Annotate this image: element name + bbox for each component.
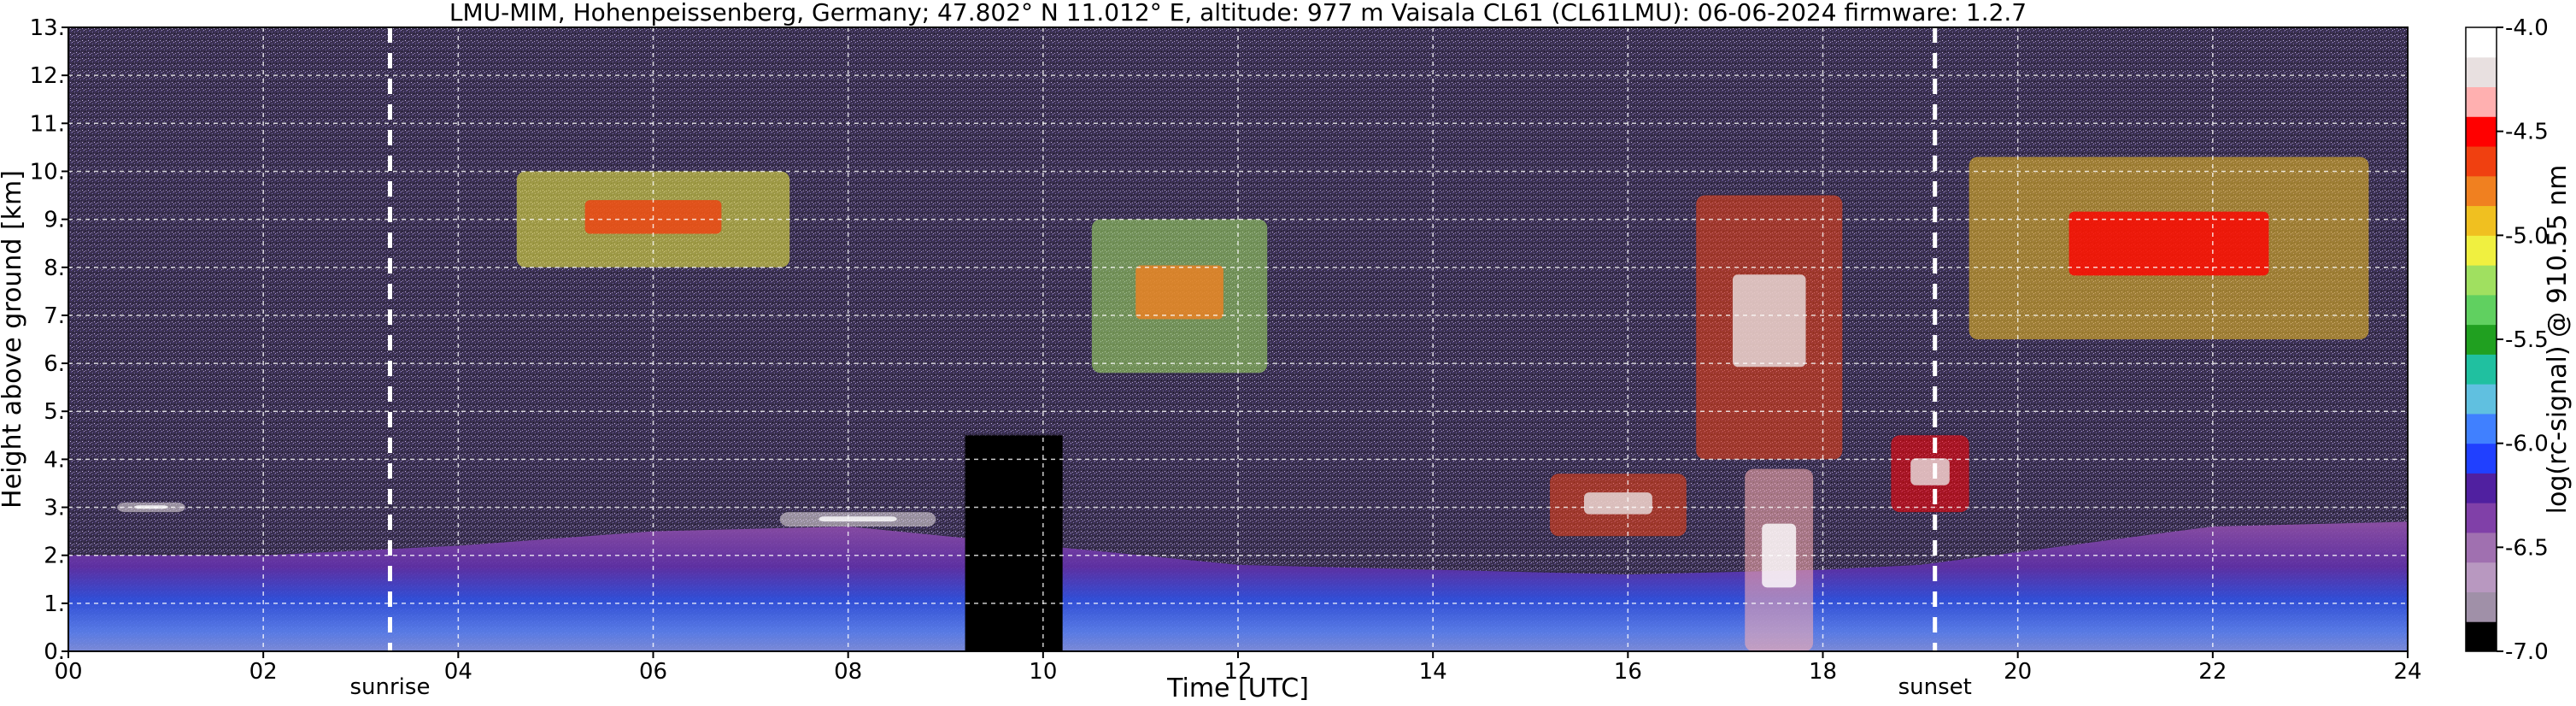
x-tick-label: 08	[834, 659, 862, 685]
cloud-feature-core	[1583, 492, 1652, 515]
y-tick-group: 0. 1. 2. 3. 4. 5. 6. 7. 8. 9. 10. 11. 12. 13.	[30, 15, 68, 665]
colorbar-segment	[2466, 146, 2497, 177]
y-axis-label: Height above ground [km]	[0, 170, 27, 509]
colorbar-segment	[2466, 413, 2497, 444]
x-axis-label: Time [UTC]	[1166, 674, 1309, 703]
colorbar-segment	[2466, 591, 2497, 622]
y-tick-label: 9.	[44, 208, 65, 233]
colorbar-segment	[2466, 384, 2497, 415]
cloud-feature-group	[117, 156, 2369, 651]
colorbar-tick-label: -4.0	[2505, 15, 2549, 41]
cloud-feature-core	[134, 505, 168, 509]
colorbar-tick-label: -7.0	[2505, 639, 2549, 665]
colorbar-segment	[2466, 86, 2497, 117]
y-tick-label: 12.	[30, 63, 65, 89]
colorbar-segment	[2466, 443, 2497, 474]
x-tick-label: 02	[249, 659, 278, 685]
y-tick-label: 5.	[44, 399, 65, 425]
colorbar-segment	[2466, 621, 2497, 652]
y-tick-label: 1.	[44, 591, 65, 617]
x-tick-label: 16	[1614, 659, 1642, 685]
cloud-feature-core	[1910, 458, 1950, 485]
colorbar-segment	[2466, 175, 2497, 207]
colorbar-tick-label: -6.0	[2505, 432, 2549, 457]
y-tick-label: 8.	[44, 256, 65, 281]
x-tick-label: 14	[1419, 659, 1447, 685]
y-tick-label: 3.	[44, 496, 65, 521]
y-tick-label: 11.	[30, 111, 65, 137]
y-tick-label: 4.	[44, 447, 65, 473]
colorbar-segment	[2466, 562, 2497, 592]
colorbar-tick-label: -5.0	[2505, 223, 2549, 249]
y-tick-label: 0.	[44, 639, 65, 665]
y-tick-label: 13.	[30, 15, 65, 41]
colorbar-tick-label: -6.5	[2505, 535, 2549, 561]
colorbar-segment	[2466, 235, 2497, 266]
x-tick-label: 20	[2004, 659, 2032, 685]
cloud-feature-core	[2068, 211, 2269, 276]
x-tick-label: 10	[1029, 659, 1057, 685]
x-tick-label: 12	[1223, 659, 1252, 685]
colorbar-segment	[2466, 473, 2497, 503]
colorbar-label: log(rc-signal) @ 910.55 nm	[2543, 165, 2573, 515]
colorbar-segment	[2466, 294, 2497, 326]
colorbar-segment	[2466, 324, 2497, 355]
x-tick-label: 22	[2198, 659, 2227, 685]
chart-title: LMU-MIM, Hohenpeissenberg, Germany; 47.8…	[449, 0, 2027, 26]
y-tick-label: 10.	[30, 159, 65, 185]
x-tick-label: 00	[54, 659, 82, 685]
y-tick-label: 7.	[44, 303, 65, 329]
colorbar-segment	[2466, 56, 2497, 88]
colorbar-segment	[2466, 205, 2497, 236]
x-tick-label: 04	[444, 659, 472, 685]
x-tick-label: 06	[639, 659, 667, 685]
cloud-feature-core	[819, 516, 897, 522]
event-label-sunrise: sunrise	[349, 674, 430, 700]
colorbar-tick-label: -5.5	[2505, 327, 2549, 353]
colorbar-segment	[2466, 27, 2497, 58]
colorbar-segment	[2466, 116, 2497, 147]
x-tick-label: 18	[1809, 659, 1837, 685]
colorbar-segment	[2466, 503, 2497, 533]
x-tick-group: 00 02 04 06 08 10 12 14 16 18 20 22 24	[54, 651, 2422, 685]
x-tick-label: 24	[2393, 659, 2421, 685]
colorbar-tick-label: -4.5	[2505, 120, 2549, 145]
colorbar: -4.0 -4.5 -5.0 -5.5 -6.0 -6.5 -7.0	[2465, 15, 2549, 665]
cloud-feature-core	[1135, 265, 1223, 320]
no-data-group	[965, 435, 1063, 651]
colorbar-segment	[2466, 532, 2497, 563]
y-tick-label: 6.	[44, 351, 65, 377]
event-group: sunrise sunset	[349, 27, 1972, 700]
y-tick-label: 2.	[44, 544, 65, 569]
cloud-feature-core	[1732, 274, 1806, 368]
event-label-sunset: sunset	[1898, 674, 1972, 700]
colorbar-segment	[2466, 265, 2497, 296]
colorbar-segment	[2466, 354, 2497, 385]
no-data-block	[965, 435, 1063, 651]
